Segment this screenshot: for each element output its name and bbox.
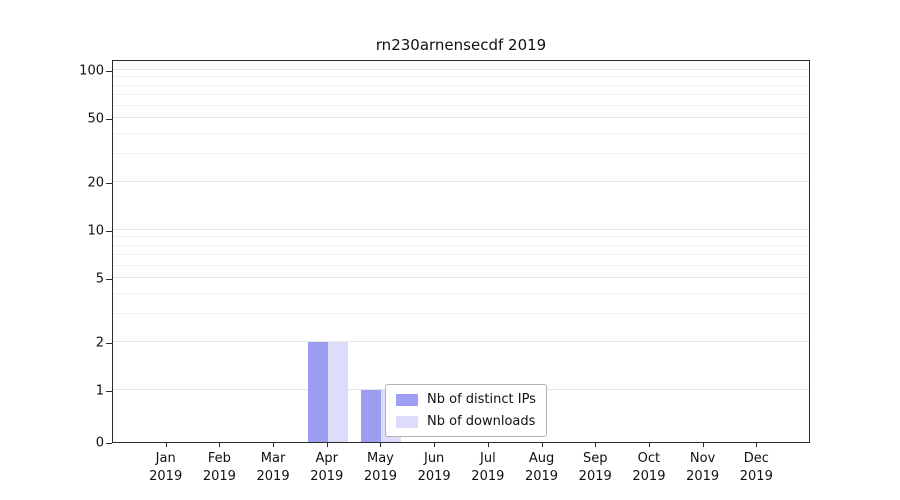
y-axis-tick-mark xyxy=(106,342,112,344)
y-axis-tick-label: 100 xyxy=(79,63,104,79)
gridline-minor xyxy=(113,264,809,266)
gridline-major xyxy=(113,180,809,182)
legend-item: Nb of downloads xyxy=(396,414,536,429)
x-axis-tick-label: Sep 2019 xyxy=(578,451,612,485)
bar-distinct-ips xyxy=(307,341,328,442)
x-axis-tick-mark xyxy=(219,443,221,447)
gridline-minor xyxy=(113,244,809,246)
y-axis-tick-label: 2 xyxy=(95,335,104,351)
x-axis-tick-label: May 2019 xyxy=(363,451,397,485)
y-axis-tick-mark xyxy=(106,231,112,232)
bar-downloads xyxy=(327,341,348,442)
gridline-major xyxy=(113,69,809,70)
x-axis-tick-label: Nov 2019 xyxy=(686,451,720,485)
plot-area: Nb of distinct IPs Nb of downloads xyxy=(112,60,810,443)
x-axis-tick-mark xyxy=(434,443,436,447)
x-axis-tick-mark xyxy=(487,443,489,447)
y-axis-tick-mark xyxy=(106,443,112,444)
y-axis-tick-mark xyxy=(106,391,112,392)
x-axis-tick-label: Feb 2019 xyxy=(202,451,236,485)
gridline-major xyxy=(113,277,809,279)
gridline-minor xyxy=(113,312,809,314)
x-axis-tick-label: Aug 2019 xyxy=(524,451,559,485)
y-axis-tick-mark xyxy=(106,71,112,72)
y-axis-tick-label: 50 xyxy=(87,111,104,127)
gridline-major xyxy=(113,117,809,119)
x-axis-tick-label: Apr 2019 xyxy=(310,451,344,485)
x-axis-tick-mark xyxy=(702,443,704,447)
y-axis-tick-mark xyxy=(106,182,112,184)
y-axis-tick-label: 10 xyxy=(87,223,104,239)
x-axis-tick-mark xyxy=(273,443,275,447)
gridline-minor xyxy=(113,93,809,95)
gridline-minor xyxy=(113,253,809,255)
legend-swatch-downloads xyxy=(396,415,418,428)
x-axis-tick-label: Jul 2019 xyxy=(471,451,505,485)
x-axis-tick-label: Jan 2019 xyxy=(149,451,183,485)
x-axis-tick-mark xyxy=(756,443,758,447)
x-axis-tick-label: Jun 2019 xyxy=(417,451,451,485)
legend-swatch-distinct-ips xyxy=(396,393,418,406)
x-axis-tick-mark xyxy=(648,443,650,447)
x-axis-tick-label: Oct 2019 xyxy=(632,451,666,485)
x-axis-tick-mark xyxy=(326,443,328,447)
x-axis-tick-label: Dec 2019 xyxy=(739,451,773,485)
x-axis-tick-mark xyxy=(165,443,167,447)
legend-label: Nb of distinct IPs xyxy=(427,392,536,407)
legend: Nb of distinct IPs Nb of downloads xyxy=(385,384,547,437)
legend-item: Nb of distinct IPs xyxy=(396,392,536,407)
bar-distinct-ips xyxy=(361,390,382,442)
gridline-minor xyxy=(113,84,809,86)
gridline-minor xyxy=(113,292,809,294)
gridline-minor xyxy=(113,236,809,238)
y-axis-tick-label: 5 xyxy=(95,271,104,287)
chart-title: rn230arnensecdf 2019 xyxy=(375,36,547,54)
legend-label: Nb of downloads xyxy=(427,414,536,429)
x-axis-tick-mark xyxy=(595,443,597,447)
gridline-minor xyxy=(113,76,809,78)
gridline-minor xyxy=(113,104,809,106)
x-axis-tick-label: Mar 2019 xyxy=(256,451,290,485)
gridline-minor xyxy=(113,152,809,154)
y-axis-tick-label: 0 xyxy=(95,435,104,451)
gridline-major xyxy=(113,229,809,230)
y-axis-tick-label: 1 xyxy=(95,383,104,399)
y-axis-tick-mark xyxy=(106,119,112,121)
x-axis-tick-mark xyxy=(541,443,543,447)
x-axis-tick-mark xyxy=(380,443,382,447)
gridline-minor xyxy=(113,132,809,134)
y-axis-tick-label: 20 xyxy=(87,175,104,191)
y-axis-tick-mark xyxy=(106,279,112,281)
gridline-major xyxy=(113,340,809,342)
